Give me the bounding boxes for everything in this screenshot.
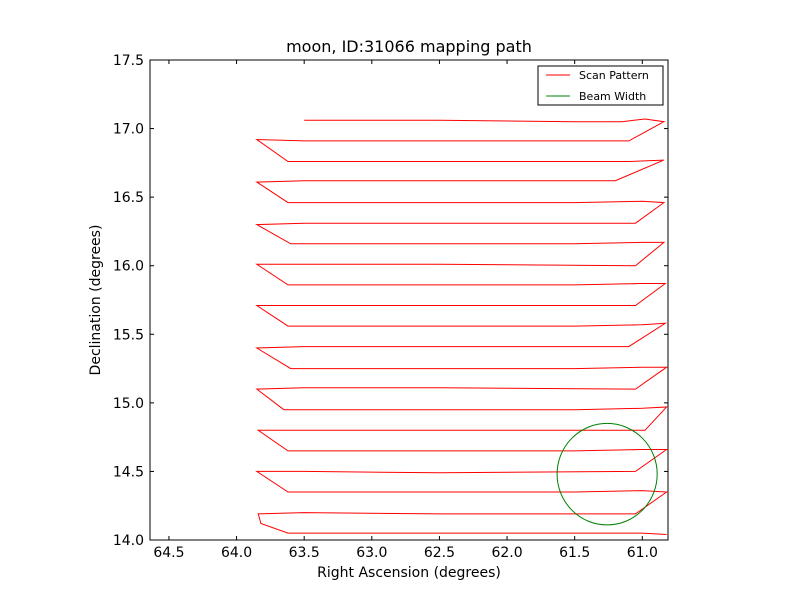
plot-frame [149, 59, 669, 541]
y-tick-label: 14.5 [113, 464, 144, 480]
tick-layer: 64.5 64.0 63.5 63.0 62.5 62.0 61.5 61.0 14.0 14.5… [113, 53, 668, 561]
x-tick-label: 61.5 [559, 545, 590, 561]
x-tick-label: 64.5 [153, 545, 184, 561]
x-axis-label: Right Ascension (degrees) [317, 565, 501, 581]
series-circle-beam-width [556, 422, 658, 526]
x-tick-label: 62.0 [491, 545, 522, 561]
series-line-scan-pattern [254, 118, 668, 535]
x-tick-label: 63.0 [356, 545, 387, 561]
x-tick-label: 63.5 [289, 545, 320, 561]
data-layer [254, 118, 668, 535]
y-tick-label: 16.0 [113, 259, 144, 275]
legend-box [537, 65, 664, 106]
chart-title: moon, ID:31066 mapping path [286, 37, 532, 56]
y-tick-label: 16.5 [113, 190, 144, 206]
legend-label-beam-width: Beam Width [579, 90, 646, 103]
y-tick-label: 15.5 [113, 327, 144, 343]
x-tick-label: 62.5 [424, 545, 455, 561]
y-tick-label: 15.0 [113, 396, 144, 412]
y-tick-label: 17.0 [113, 122, 144, 138]
y-tick-label: 17.5 [113, 53, 144, 69]
plot-area [150, 60, 668, 540]
x-tick-label: 61.0 [627, 545, 658, 561]
y-axis-label: Declination (degrees) [88, 225, 104, 376]
y-tick-label: 14.0 [113, 533, 144, 549]
legend: Scan Pattern Beam Width [537, 65, 664, 106]
legend-label-scan-pattern: Scan Pattern [579, 69, 649, 82]
x-tick-label: 64.0 [221, 545, 252, 561]
